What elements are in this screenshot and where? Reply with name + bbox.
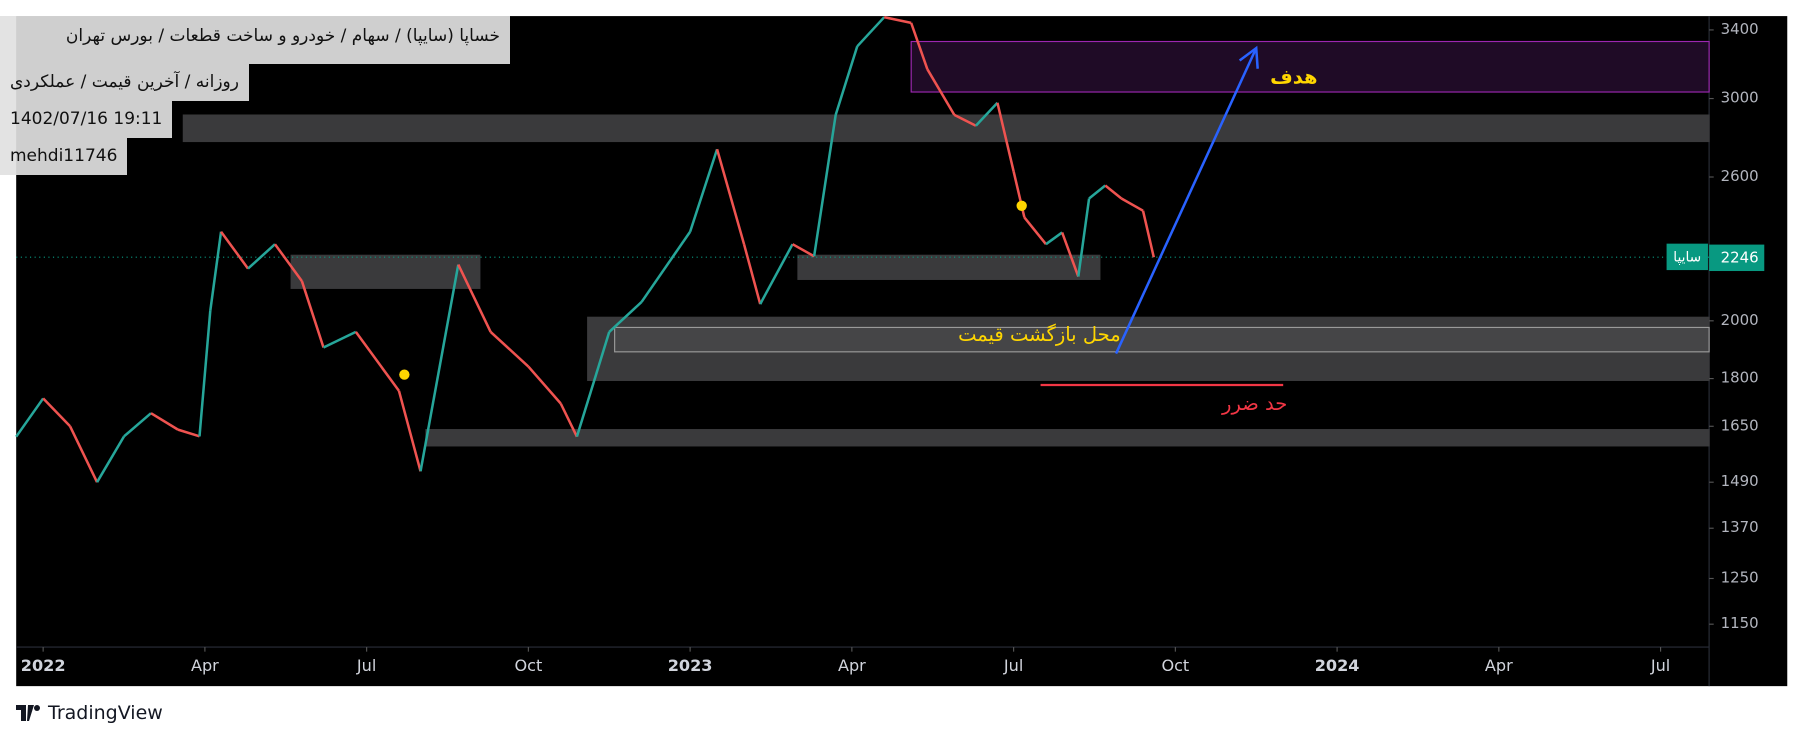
x-tick-label: Oct xyxy=(514,656,542,675)
price-segment xyxy=(559,402,579,438)
price-segment xyxy=(397,390,422,472)
y-tick-label: 3000 xyxy=(1721,89,1759,107)
stop-loss-label: حد ضرر xyxy=(1221,392,1287,415)
price-segment xyxy=(834,45,859,116)
y-tick-label: 2600 xyxy=(1721,167,1759,185)
price-segment xyxy=(974,101,999,127)
price-segment xyxy=(322,330,357,349)
x-tick-label: 2023 xyxy=(668,656,713,675)
y-tick-label: 1370 xyxy=(1721,518,1759,536)
price-segment xyxy=(715,148,746,245)
price-segment xyxy=(1077,198,1091,277)
price-segment xyxy=(123,412,152,438)
header-subtitle: روزانه / آخرین قیمت / عملکردی xyxy=(0,64,249,101)
target-label: هدف xyxy=(1270,66,1317,89)
price-segment xyxy=(209,231,223,311)
x-tick-label: Oct xyxy=(1161,656,1189,675)
price-segment xyxy=(273,243,303,282)
price-segment xyxy=(688,148,719,233)
price-segment xyxy=(1088,184,1107,200)
y-tick-label: 3400 xyxy=(1721,20,1759,38)
last-price-tag xyxy=(1709,244,1765,272)
x-tick-label: 2022 xyxy=(21,656,66,675)
arrow-head xyxy=(1238,45,1259,69)
price-segment xyxy=(1023,216,1047,246)
header-title: خساپا (سایپا) / سهام / خودرو و ساخت قطعا… xyxy=(0,16,510,64)
price-segment xyxy=(996,102,1015,172)
marker-dot xyxy=(1016,200,1027,211)
price-segment xyxy=(812,114,837,257)
x-tick-label: Apr xyxy=(838,656,866,675)
price-zone xyxy=(182,114,1710,143)
price-segment xyxy=(457,264,492,333)
price-segment xyxy=(640,231,692,303)
last-price-label: 2246 xyxy=(1721,248,1759,266)
price-segment xyxy=(926,68,956,116)
price-zone xyxy=(797,254,1101,280)
x-tick-label: Apr xyxy=(1485,656,1513,675)
price-segment xyxy=(1104,184,1123,200)
y-tick-label: 1650 xyxy=(1721,416,1759,434)
price-zone xyxy=(910,40,1710,93)
price-segment xyxy=(68,425,99,483)
y-tick-label: 1490 xyxy=(1721,472,1759,490)
price-segment xyxy=(42,397,72,428)
price-segment xyxy=(354,331,401,392)
price-segment xyxy=(742,243,762,305)
price-zone xyxy=(614,326,1710,353)
target-arrow xyxy=(1114,47,1258,355)
price-segment xyxy=(489,330,530,368)
price-segment xyxy=(95,435,126,483)
y-tick-label: 2000 xyxy=(1721,311,1759,329)
price-segment xyxy=(247,243,276,270)
y-tick-label: 1800 xyxy=(1721,369,1759,387)
price-segment xyxy=(883,15,912,25)
x-tick-label: Apr xyxy=(191,656,219,675)
price-segment xyxy=(1141,210,1156,258)
x-tick-label: Jul xyxy=(356,656,376,675)
price-segment xyxy=(856,16,886,48)
x-tick-label: Jul xyxy=(1650,656,1670,675)
branding[interactable]: TradingView xyxy=(16,702,163,724)
y-tick-label: 1150 xyxy=(1721,614,1759,632)
price-segment xyxy=(1060,231,1080,278)
symbol-tag xyxy=(1666,243,1708,271)
price-segment xyxy=(791,243,815,258)
price-segment xyxy=(177,428,200,438)
header: خساپا (سایپا) / سهام / خودرو و ساخت قطعا… xyxy=(0,16,510,175)
price-segment xyxy=(419,264,460,472)
price-segment xyxy=(527,365,562,405)
price-segment xyxy=(608,301,643,333)
price-segment xyxy=(953,113,977,127)
return-zone-label: محل بازگشت قیمت xyxy=(958,323,1121,346)
price-segment xyxy=(1120,197,1144,212)
y-tick-label: 1250 xyxy=(1721,568,1759,586)
price-segment xyxy=(909,22,929,70)
price-segment xyxy=(300,280,325,348)
brand-logo xyxy=(16,705,40,721)
price-segment xyxy=(1045,231,1063,246)
price-zone xyxy=(425,429,1710,447)
price-segment xyxy=(220,230,250,270)
brand-name: TradingView xyxy=(48,702,163,724)
price-segment xyxy=(575,331,611,438)
plot-area xyxy=(15,15,1710,483)
x-tick-label: 2024 xyxy=(1315,656,1360,675)
price-zone xyxy=(290,254,481,289)
price-segment xyxy=(15,397,45,438)
header-author: mehdi11746 xyxy=(0,138,128,175)
header-timestamp: 1402/07/16 19:11 xyxy=(0,101,173,138)
price-segment xyxy=(198,310,212,437)
marker-dot xyxy=(399,369,410,380)
x-tick-label: Jul xyxy=(1003,656,1023,675)
price-segment xyxy=(759,243,794,305)
symbol-tag-label: سایپا xyxy=(1673,249,1701,265)
price-segment xyxy=(150,412,179,431)
